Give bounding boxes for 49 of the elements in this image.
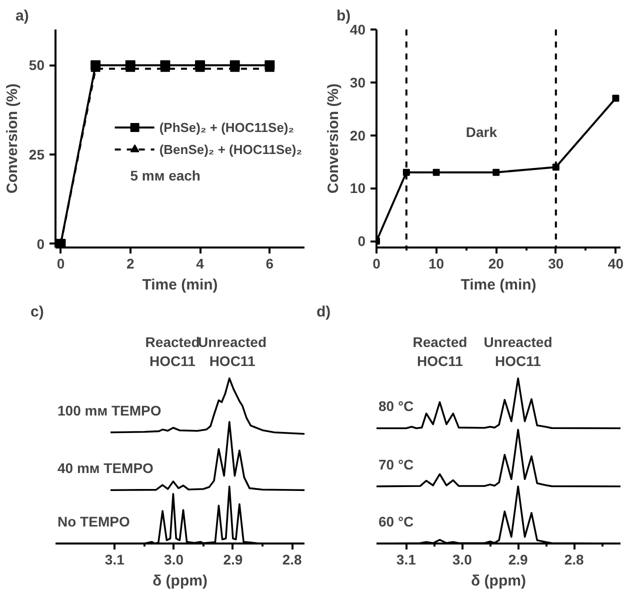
series-label: No TEMPO bbox=[58, 514, 130, 530]
x-axis-title: δ (ppm) bbox=[471, 572, 526, 590]
series-label: 60 °C bbox=[378, 514, 414, 530]
annotation: Dark bbox=[466, 124, 498, 140]
y-tick-label: 20 bbox=[350, 127, 366, 144]
x-tick-label: 3.1 bbox=[396, 552, 416, 568]
legend-label: (BenSe)₂ + (HOC11Se)₂ bbox=[159, 142, 302, 156]
x-tick-label: 30 bbox=[548, 256, 564, 272]
x-tick-label: 20 bbox=[488, 256, 504, 272]
x-axis-title: δ (ppm) bbox=[152, 572, 208, 590]
chart-title: b) bbox=[336, 8, 351, 24]
y-tick-label: 0 bbox=[36, 236, 45, 252]
x-tick-label: 4 bbox=[196, 256, 204, 272]
chart-title: c) bbox=[30, 304, 44, 320]
x-tick-label: 2.9 bbox=[223, 552, 243, 568]
x-tick-label: 3.0 bbox=[164, 552, 184, 568]
x-tick-label: 10 bbox=[428, 256, 444, 272]
x-tick-label: 2.9 bbox=[508, 552, 528, 568]
y-tick-label: 10 bbox=[350, 180, 366, 196]
y-tick-label: 40 bbox=[350, 22, 366, 38]
x-tick-label: 0 bbox=[372, 256, 381, 272]
series-label: 80 °C bbox=[378, 398, 414, 414]
text: Unreacted HOC11 bbox=[198, 334, 267, 370]
y-tick-label: 50 bbox=[28, 57, 45, 74]
x-tick-label: 40 bbox=[608, 256, 624, 272]
x-tick-label: 2.8 bbox=[282, 552, 302, 568]
y-tick-label: 30 bbox=[350, 74, 366, 90]
chart-title: d) bbox=[316, 304, 331, 320]
chart-title: a) bbox=[16, 8, 29, 24]
x-tick-label: 3.1 bbox=[104, 552, 125, 568]
annotation: 5 mᴍ each bbox=[130, 168, 200, 184]
series-label: 40 mᴍ TEMPO bbox=[58, 460, 154, 476]
x-tick-label: 2.8 bbox=[564, 552, 584, 568]
y-tick-label: 25 bbox=[28, 146, 45, 163]
x-axis-title: Time (min) bbox=[460, 276, 536, 294]
x-tick-label: 2 bbox=[126, 256, 134, 272]
x-axis-title: Time (min) bbox=[142, 276, 218, 294]
text: Unreacted HOC11 bbox=[484, 334, 552, 370]
x-tick-label: 6 bbox=[266, 256, 274, 272]
y-tick-label: 0 bbox=[358, 233, 366, 250]
series-label: 100 mᴍ TEMPO bbox=[58, 402, 162, 418]
x-tick-label: 3.0 bbox=[452, 552, 472, 568]
legend-label: (PhSe)₂ + (HOC11Se)₂ bbox=[159, 120, 294, 134]
text: Reacted HOC11 bbox=[412, 334, 468, 370]
y-axis-title: Conversion (%) bbox=[324, 83, 342, 194]
x-tick-label: 0 bbox=[56, 256, 65, 272]
text: Reacted HOC11 bbox=[145, 334, 200, 370]
series-label: 70 °C bbox=[378, 456, 414, 472]
y-axis-title: Conversion (%) bbox=[4, 83, 21, 194]
